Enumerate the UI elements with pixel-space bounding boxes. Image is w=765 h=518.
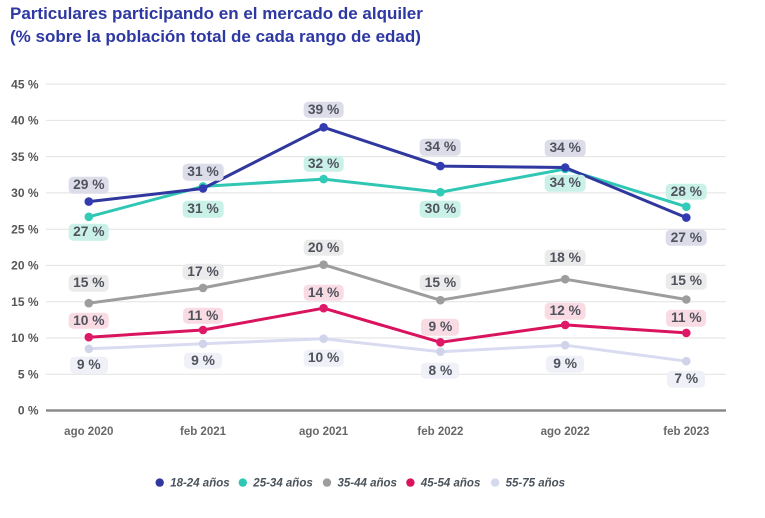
svg-text:15 %: 15 % <box>11 295 39 309</box>
svg-text:ago 2020: ago 2020 <box>64 426 113 438</box>
svg-text:5 %: 5 % <box>18 367 39 381</box>
svg-text:25 %: 25 % <box>11 222 39 236</box>
svg-text:ago 2022: ago 2022 <box>541 426 590 438</box>
svg-text:20 %: 20 % <box>11 259 39 273</box>
svg-text:45 %: 45 % <box>11 77 39 91</box>
svg-text:feb 2021: feb 2021 <box>180 426 227 438</box>
svg-text:10 %: 10 % <box>11 331 39 345</box>
svg-text:35 %: 35 % <box>11 150 39 164</box>
svg-text:45-54 años: 45-54 años <box>420 478 480 490</box>
svg-text:0 %: 0 % <box>18 404 39 418</box>
svg-text:18-24 años: 18-24 años <box>170 478 229 490</box>
svg-text:55-75 años: 55-75 años <box>506 478 565 490</box>
svg-text:25-34 años: 25-34 años <box>252 478 312 490</box>
svg-text:40 %: 40 % <box>11 114 39 128</box>
svg-text:feb 2022: feb 2022 <box>417 426 463 438</box>
svg-text:30 %: 30 % <box>11 186 39 200</box>
svg-text:35-44 años: 35-44 años <box>338 478 397 490</box>
svg-text:feb 2023: feb 2023 <box>663 426 709 438</box>
svg-text:ago 2021: ago 2021 <box>299 426 349 438</box>
